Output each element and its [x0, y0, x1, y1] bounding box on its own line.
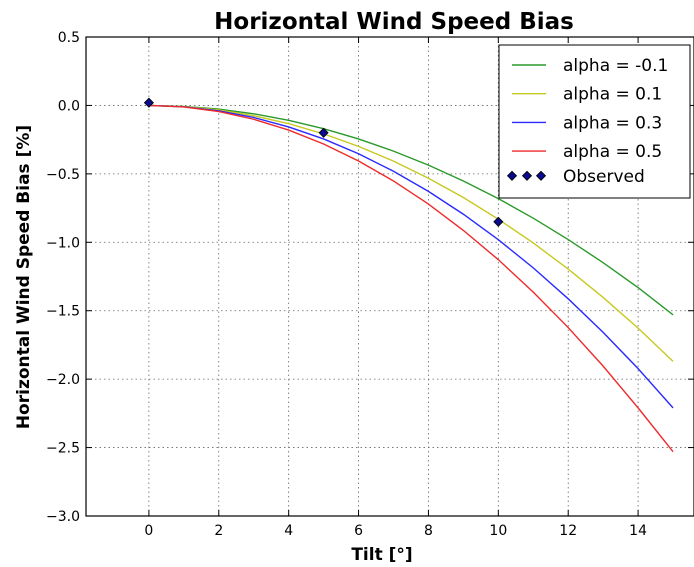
series-line	[148, 104, 674, 362]
legend-marker	[535, 170, 547, 181]
y-tick-label: −0.5	[46, 167, 80, 183]
observed-marker	[493, 216, 504, 227]
y-tick-label: −1.0	[46, 235, 80, 251]
legend-label: alpha = 0.1	[563, 85, 662, 105]
legend-marker	[521, 170, 533, 181]
series-line	[148, 104, 674, 453]
x-tick-label: 12	[559, 523, 577, 539]
y-tick-label: −3.0	[46, 509, 80, 525]
y-tick-label: −2.5	[46, 441, 80, 457]
y-tick-label: 0.5	[58, 30, 80, 46]
x-tick-label: 2	[214, 523, 223, 539]
observed-marker	[318, 127, 329, 138]
x-tick-label: 4	[284, 523, 293, 539]
y-axis-label: Horizontal Wind Speed Bias [%]	[14, 125, 34, 429]
series-line	[148, 104, 674, 316]
legend-marker	[506, 170, 518, 181]
chart-title: Horizontal Wind Speed Bias	[214, 9, 574, 35]
series-line	[148, 104, 674, 409]
x-tick-label: 10	[489, 523, 507, 539]
observed-markers	[143, 97, 504, 227]
legend-label: alpha = 0.5	[563, 142, 662, 162]
legend-label: alpha = 0.3	[563, 113, 662, 133]
x-tick-label: 0	[144, 523, 153, 539]
ticks: 0 2 4 6 8 10 12 14 0.5 0.0 −0.5 −1.0 −1.5 −2.0 −2.5 −3.…	[46, 30, 694, 539]
x-tick-label: 14	[629, 523, 647, 539]
y-tick-label: −2.0	[46, 372, 80, 388]
x-axis-label: Tilt [°]	[351, 545, 412, 565]
legend-label: alpha = -0.1	[563, 56, 668, 76]
plot-frame	[85, 36, 694, 517]
x-tick-label: 6	[354, 523, 363, 539]
legend: alpha = -0.1 alpha = 0.1 alpha = 0.3 alpha …	[498, 44, 691, 199]
observed-marker	[143, 97, 154, 108]
y-tick-label: 0.0	[58, 98, 80, 114]
series-lines	[148, 104, 674, 453]
legend-box	[498, 44, 691, 199]
grid	[86, 36, 694, 517]
legend-label: Observed	[563, 167, 645, 187]
x-tick-label: 8	[424, 523, 433, 539]
y-tick-label: −1.5	[46, 304, 80, 320]
